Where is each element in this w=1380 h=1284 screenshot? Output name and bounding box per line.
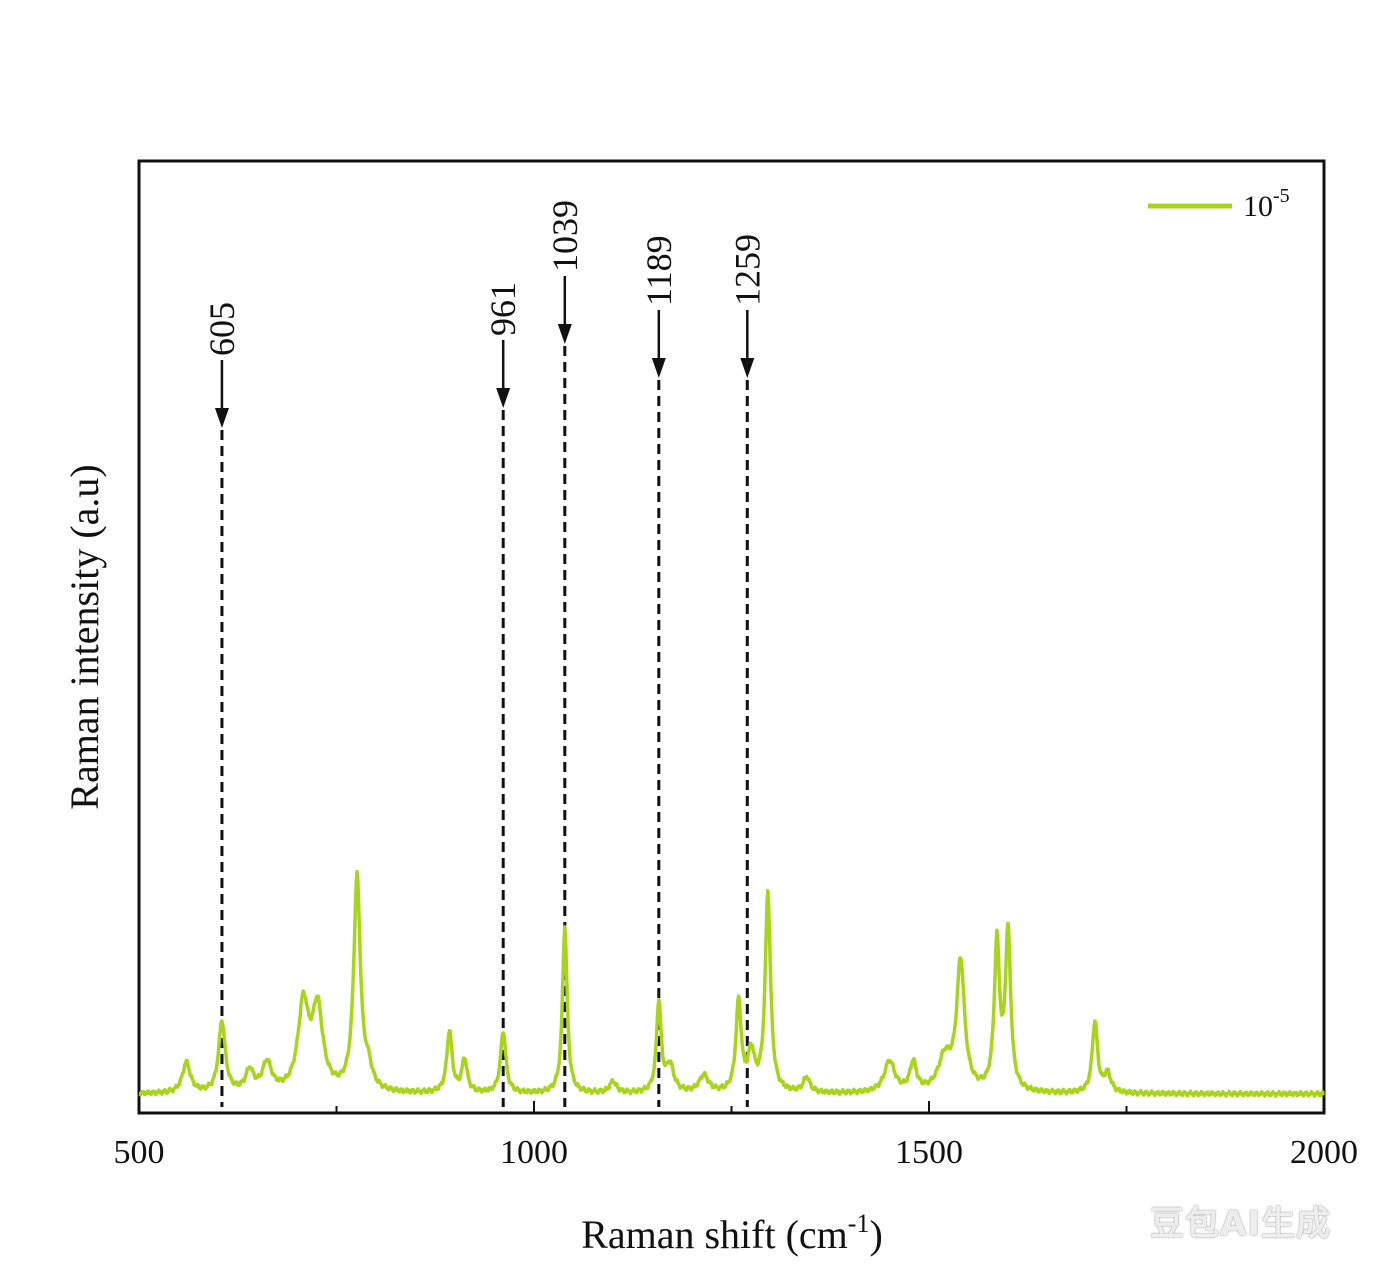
peak-marker-1189: 1189 [639,235,679,1107]
peak-label: 961 [483,282,523,336]
peak-label: 1259 [727,234,767,306]
peak-arrow-head [214,408,229,428]
y-axis-title: Raman intensity (a.u) [62,464,107,809]
watermark: 豆包AI生成 [1150,1204,1331,1244]
plot-frame [137,159,1326,1115]
series-line-10-5 [138,869,1326,1098]
peak-label: 1189 [639,235,679,306]
peak-marker-1039: 1039 [545,200,585,1107]
x-tick-label: 500 [114,1134,165,1171]
peak-arrow-head [557,324,572,344]
peak-marker-605: 605 [202,302,242,1107]
x-tick-label: 1000 [500,1134,568,1171]
x-axis-title: Raman shift (cm-1) [581,1209,883,1257]
peak-label: 605 [202,302,242,356]
peak-markers: 605 961 1039 1189 1259 [202,200,767,1107]
peak-marker-961: 961 [483,282,523,1107]
peak-arrow-head [496,388,511,408]
x-tick-label: 2000 [1290,1134,1358,1171]
legend-label: 10-5 [1243,185,1290,223]
peak-arrow-head [651,358,666,378]
peak-label: 1039 [545,200,585,272]
legend: 10-5 [1148,185,1290,223]
peak-marker-1259: 1259 [727,234,767,1107]
x-tick-label: 1500 [895,1134,963,1171]
peak-arrow-head [740,358,755,378]
x-axis-ticks: 500 1000 1500 2000 [114,1101,1358,1171]
